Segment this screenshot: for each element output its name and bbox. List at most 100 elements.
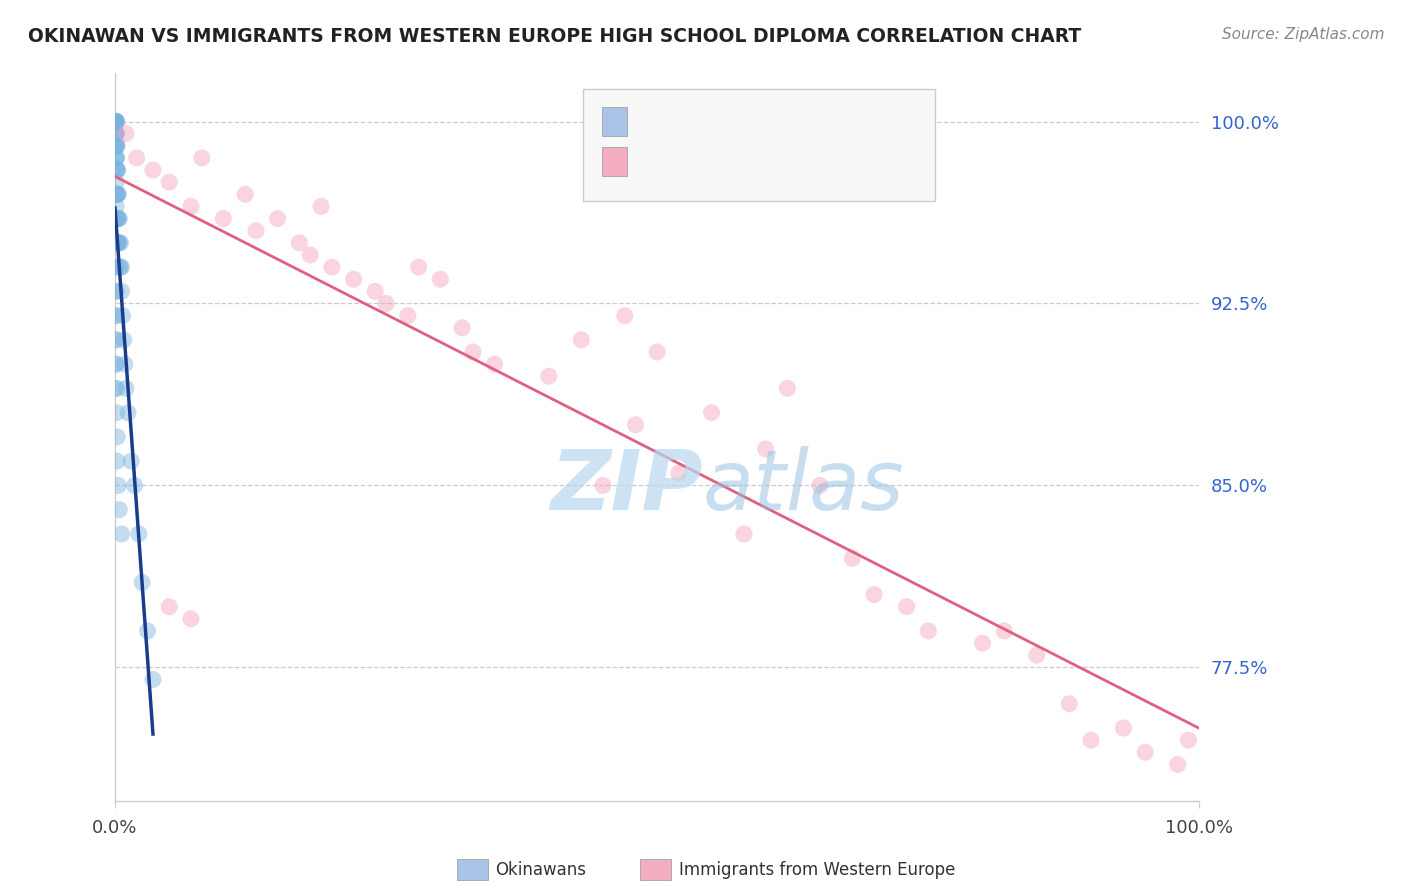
- Point: [776, 381, 799, 395]
- Point: [104, 127, 127, 141]
- Point: [105, 333, 128, 347]
- Point: [105, 199, 128, 213]
- Text: N =: N =: [770, 109, 807, 128]
- Text: N =: N =: [770, 149, 807, 169]
- Point: [110, 285, 132, 299]
- Point: [104, 114, 127, 128]
- Point: [266, 211, 288, 226]
- Point: [321, 260, 343, 274]
- Point: [107, 187, 129, 202]
- Point: [191, 151, 214, 165]
- Point: [124, 478, 146, 492]
- Point: [105, 114, 128, 128]
- Point: [841, 551, 863, 566]
- Point: [180, 612, 202, 626]
- Point: [117, 406, 139, 420]
- Point: [105, 309, 128, 323]
- Point: [104, 138, 127, 153]
- Point: [108, 235, 131, 250]
- Point: [299, 248, 322, 262]
- Point: [668, 467, 690, 481]
- Point: [105, 127, 128, 141]
- Point: [105, 357, 128, 371]
- Point: [105, 235, 128, 250]
- Point: [107, 163, 129, 178]
- Point: [105, 211, 128, 226]
- Point: [105, 114, 128, 128]
- Point: [733, 527, 755, 541]
- Point: [755, 442, 778, 456]
- Point: [105, 187, 128, 202]
- Point: [104, 114, 127, 128]
- Point: [105, 187, 128, 202]
- Point: [105, 211, 128, 226]
- Point: [105, 163, 128, 178]
- Point: [180, 199, 202, 213]
- Point: [104, 260, 127, 274]
- Point: [808, 478, 831, 492]
- Text: OKINAWAN VS IMMIGRANTS FROM WESTERN EUROPE HIGH SCHOOL DIPLOMA CORRELATION CHART: OKINAWAN VS IMMIGRANTS FROM WESTERN EURO…: [28, 27, 1081, 45]
- Point: [863, 588, 886, 602]
- Point: [896, 599, 918, 614]
- Point: [613, 309, 636, 323]
- Point: [1177, 733, 1199, 747]
- Point: [105, 175, 128, 189]
- Text: 0.196: 0.196: [683, 149, 745, 169]
- Point: [105, 138, 128, 153]
- Point: [125, 151, 148, 165]
- Point: [105, 406, 128, 420]
- Point: [1167, 757, 1189, 772]
- Point: [104, 114, 127, 128]
- Point: [107, 187, 129, 202]
- Point: [484, 357, 506, 371]
- Point: [105, 163, 128, 178]
- Point: [157, 599, 180, 614]
- Point: [104, 138, 127, 153]
- Point: [136, 624, 159, 638]
- Point: [131, 575, 153, 590]
- Point: [645, 345, 668, 359]
- Point: [114, 357, 136, 371]
- Point: [105, 187, 128, 202]
- Point: [1080, 733, 1102, 747]
- Point: [917, 624, 939, 638]
- Point: [104, 333, 127, 347]
- Point: [461, 345, 484, 359]
- Text: R =: R =: [637, 109, 673, 128]
- Point: [120, 454, 142, 468]
- Point: [364, 285, 387, 299]
- Point: [375, 296, 398, 310]
- Text: 0.356: 0.356: [683, 109, 745, 128]
- Point: [342, 272, 364, 286]
- Text: Immigrants from Western Europe: Immigrants from Western Europe: [679, 861, 956, 879]
- Point: [1112, 721, 1135, 735]
- Point: [105, 127, 128, 141]
- Point: [105, 138, 128, 153]
- Point: [104, 381, 127, 395]
- Point: [128, 527, 150, 541]
- Point: [212, 211, 235, 226]
- Point: [110, 260, 132, 274]
- Point: [105, 430, 128, 444]
- Point: [408, 260, 430, 274]
- Point: [105, 114, 128, 128]
- Point: [108, 260, 131, 274]
- Point: [105, 151, 128, 165]
- Point: [1059, 697, 1081, 711]
- Point: [592, 478, 614, 492]
- Text: atlas: atlas: [703, 446, 904, 526]
- Point: [107, 211, 129, 226]
- Point: [104, 285, 127, 299]
- Point: [700, 406, 723, 420]
- Text: ZIP: ZIP: [550, 446, 703, 526]
- Point: [233, 187, 256, 202]
- Point: [569, 333, 592, 347]
- Point: [111, 309, 134, 323]
- Point: [245, 224, 267, 238]
- Point: [105, 285, 128, 299]
- Point: [993, 624, 1015, 638]
- Point: [110, 260, 132, 274]
- Point: [112, 333, 135, 347]
- Point: [105, 114, 128, 128]
- Point: [104, 114, 127, 128]
